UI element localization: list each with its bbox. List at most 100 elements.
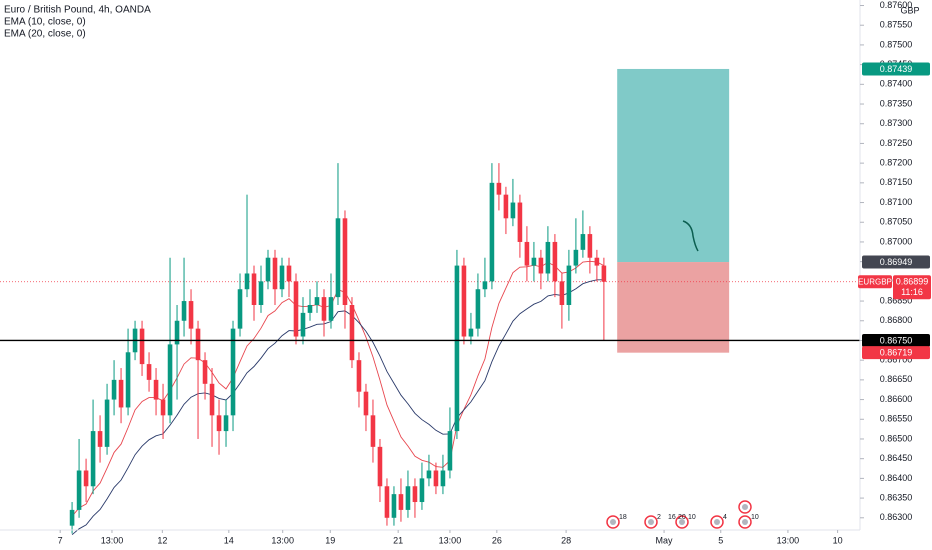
y-tick-label: 0.86350 (880, 492, 913, 502)
currency-label: GBP (900, 5, 919, 15)
price-labels: 0.87439 0.86949 0.86750 0.86719 EURGBP 0.8689… (858, 62, 931, 360)
candle-body (489, 182, 495, 282)
y-tick-label: 0.87250 (880, 138, 913, 148)
candle-body (475, 289, 481, 329)
candle-body (118, 379, 124, 408)
y-tick-label: 0.87000 (880, 236, 913, 246)
candle-body (419, 478, 425, 503)
y-tick-label: 0.87300 (880, 118, 913, 128)
y-tick-label: 0.86800 (880, 315, 913, 325)
candle-body (230, 328, 236, 416)
x-tick-label: 13:00 (101, 535, 124, 545)
candle-body (258, 281, 264, 305)
candle-body (153, 379, 159, 400)
event-count: 10 (688, 514, 696, 521)
y-tick-label: 0.86550 (880, 414, 913, 424)
x-tick-label: May (656, 535, 674, 545)
candle-body (468, 328, 474, 337)
candle-body (594, 257, 600, 266)
price-tag-label: 0.86750 (880, 335, 913, 345)
candle-body (195, 328, 201, 361)
x-tick-label: 13:00 (777, 535, 800, 545)
candle-body (111, 379, 117, 400)
candle-body (573, 249, 579, 266)
candle-body (125, 352, 131, 408)
candle-body (293, 281, 299, 337)
event-icon-inner (679, 519, 685, 525)
price-tag (862, 346, 930, 360)
y-tick-label: 0.87550 (880, 20, 913, 30)
candle-body (272, 257, 278, 290)
x-tick-label: 21 (393, 535, 403, 545)
candle-body (370, 415, 376, 447)
symbol-tag (858, 275, 892, 289)
profit-zone (617, 68, 730, 263)
x-tick-label: 19 (325, 535, 335, 545)
candle-body (377, 446, 383, 487)
candle-body (160, 399, 166, 416)
candle-body (559, 281, 565, 305)
y-tick-label: 0.86650 (880, 374, 913, 384)
countdown-label: 11:16 (901, 287, 923, 297)
plot: 18 2 16 20 10 4 10 (0, 68, 860, 536)
y-tick-label: 0.87150 (880, 177, 913, 187)
price-tag-label: 0.86949 (880, 257, 913, 267)
event-icon-inner (610, 519, 616, 525)
y-tick-label: 0.87400 (880, 79, 913, 89)
ema-line (71, 279, 604, 536)
candle-body (384, 486, 390, 518)
candle-body (412, 486, 418, 503)
candle-body (440, 470, 446, 487)
event-count: 20 (678, 514, 686, 521)
y-tick-label: 0.87500 (880, 39, 913, 49)
candle-body (223, 415, 229, 432)
candle-body (335, 218, 341, 298)
event-count: 16 (668, 514, 676, 521)
candle-body (538, 257, 544, 274)
y-tick-label: 0.87100 (880, 197, 913, 207)
y-tick-label: 0.86700 (880, 355, 913, 365)
candle-body (104, 399, 110, 447)
candle-body (286, 265, 292, 282)
candle-body (398, 494, 404, 510)
event-count: 18 (619, 514, 627, 521)
y-tick-label: 0.87600 (880, 0, 913, 10)
candle-body (307, 304, 313, 313)
candle-body (524, 241, 530, 266)
last-price-tag (893, 275, 931, 300)
price-tag (862, 62, 930, 76)
candle-body (188, 301, 194, 329)
drawing-stroke (682, 220, 699, 252)
candle-body (517, 202, 523, 242)
y-tick-label: 0.87350 (880, 98, 913, 108)
candle-body (83, 470, 89, 487)
candle-body (167, 344, 173, 416)
candle-body (97, 431, 103, 447)
y-tick-label: 0.86500 (880, 433, 913, 443)
candle-body (279, 265, 285, 290)
y-tick-label: 0.86600 (880, 394, 913, 404)
candle-body (552, 241, 558, 282)
last-price-label: 0.86899 (896, 277, 929, 287)
candle-body (391, 494, 397, 518)
candle-body (349, 304, 355, 361)
price-tag (862, 333, 930, 347)
symbol-tag-label: EURGBP (858, 277, 892, 286)
price-tag-label: 0.86719 (880, 348, 913, 358)
candle-body (139, 328, 145, 365)
candle-body (566, 265, 572, 305)
y-tick-label: 0.86400 (880, 473, 913, 483)
candle-body (342, 218, 348, 305)
candle-body (216, 415, 222, 432)
candle-body (265, 257, 271, 282)
candle-body (174, 320, 180, 345)
price-tag (862, 255, 930, 269)
candle-body (482, 281, 488, 290)
candle-body (531, 257, 537, 266)
candle-body (321, 297, 327, 321)
event-count: 2 (657, 514, 661, 521)
candle-body (314, 297, 320, 305)
x-tick-label: 28 (561, 535, 571, 545)
event-icon-inner (648, 519, 654, 525)
